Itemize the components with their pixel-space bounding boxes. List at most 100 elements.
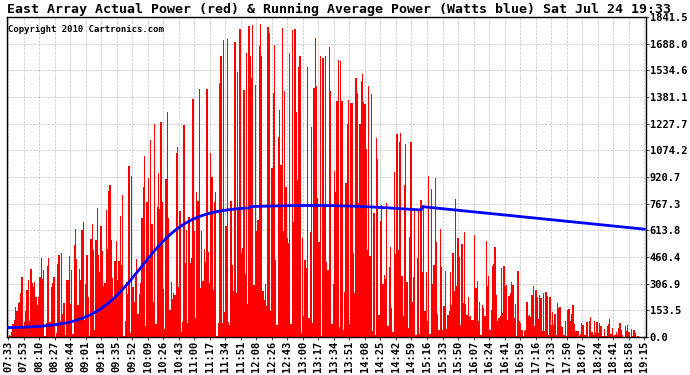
Bar (436, 242, 437, 337)
Bar (173, 293, 175, 337)
Bar (228, 322, 229, 337)
Bar (595, 333, 596, 337)
Bar (438, 330, 440, 337)
Bar (590, 317, 591, 337)
Bar (552, 312, 553, 337)
Bar (585, 334, 586, 337)
Bar (200, 288, 201, 337)
Bar (618, 328, 620, 337)
Bar (217, 336, 218, 337)
Bar (518, 271, 519, 337)
Bar (115, 261, 116, 337)
Bar (266, 306, 268, 337)
Bar (175, 295, 176, 337)
Bar (621, 330, 622, 337)
Bar (477, 281, 478, 337)
Bar (30, 269, 32, 337)
Bar (303, 316, 304, 337)
Bar (397, 250, 399, 337)
Bar (607, 326, 608, 337)
Bar (562, 327, 563, 337)
Bar (118, 261, 119, 337)
Bar (308, 318, 310, 337)
Bar (148, 178, 149, 337)
Bar (497, 321, 498, 337)
Bar (81, 230, 83, 337)
Bar (280, 165, 282, 337)
Bar (535, 290, 537, 337)
Bar (626, 330, 627, 337)
Text: Copyright 2010 Cartronics.com: Copyright 2010 Cartronics.com (8, 25, 164, 34)
Bar (533, 286, 534, 337)
Bar (235, 293, 237, 337)
Bar (277, 137, 279, 337)
Bar (80, 280, 81, 337)
Bar (213, 290, 214, 337)
Bar (99, 272, 101, 337)
Bar (437, 314, 438, 337)
Bar (525, 330, 526, 337)
Bar (177, 147, 178, 337)
Bar (34, 282, 35, 337)
Bar (107, 249, 108, 337)
Bar (542, 332, 543, 337)
Bar (349, 324, 351, 337)
Bar (484, 316, 486, 337)
Bar (500, 316, 501, 337)
Bar (460, 325, 462, 337)
Bar (570, 321, 571, 337)
Bar (409, 237, 411, 337)
Bar (124, 336, 125, 337)
Bar (292, 30, 293, 337)
Bar (224, 312, 226, 337)
Bar (455, 199, 456, 337)
Bar (431, 189, 432, 337)
Bar (582, 325, 584, 337)
Bar (270, 310, 271, 337)
Bar (158, 173, 159, 337)
Bar (219, 82, 220, 337)
Bar (214, 202, 215, 337)
Bar (227, 39, 228, 337)
Bar (335, 192, 336, 337)
Bar (37, 305, 38, 337)
Text: East Array Actual Power (red) & Running Average Power (Watts blue) Sat Jul 24 19: East Array Actual Power (red) & Running … (7, 3, 671, 16)
Bar (506, 285, 507, 337)
Bar (538, 320, 539, 337)
Bar (600, 326, 602, 337)
Bar (343, 330, 344, 337)
Bar (116, 241, 117, 337)
Bar (402, 276, 403, 337)
Bar (273, 93, 274, 337)
Bar (68, 256, 70, 337)
Bar (17, 303, 19, 337)
Bar (549, 297, 551, 337)
Bar (575, 331, 576, 337)
Bar (206, 89, 208, 337)
Bar (414, 208, 415, 337)
Bar (152, 302, 154, 337)
Bar (10, 336, 11, 337)
Bar (427, 321, 428, 337)
Bar (150, 140, 151, 337)
Bar (255, 86, 256, 337)
Bar (61, 254, 62, 337)
Bar (362, 75, 363, 337)
Bar (53, 277, 55, 337)
Bar (462, 303, 464, 337)
Bar (471, 320, 473, 337)
Bar (405, 144, 406, 337)
Bar (445, 272, 446, 337)
Bar (504, 286, 506, 337)
Bar (237, 72, 238, 337)
Bar (289, 53, 290, 337)
Bar (561, 326, 562, 337)
Bar (586, 322, 588, 337)
Bar (386, 202, 387, 337)
Bar (555, 335, 557, 337)
Bar (495, 295, 497, 337)
Bar (155, 324, 157, 337)
Bar (324, 204, 325, 337)
Bar (609, 319, 611, 337)
Bar (95, 240, 97, 337)
